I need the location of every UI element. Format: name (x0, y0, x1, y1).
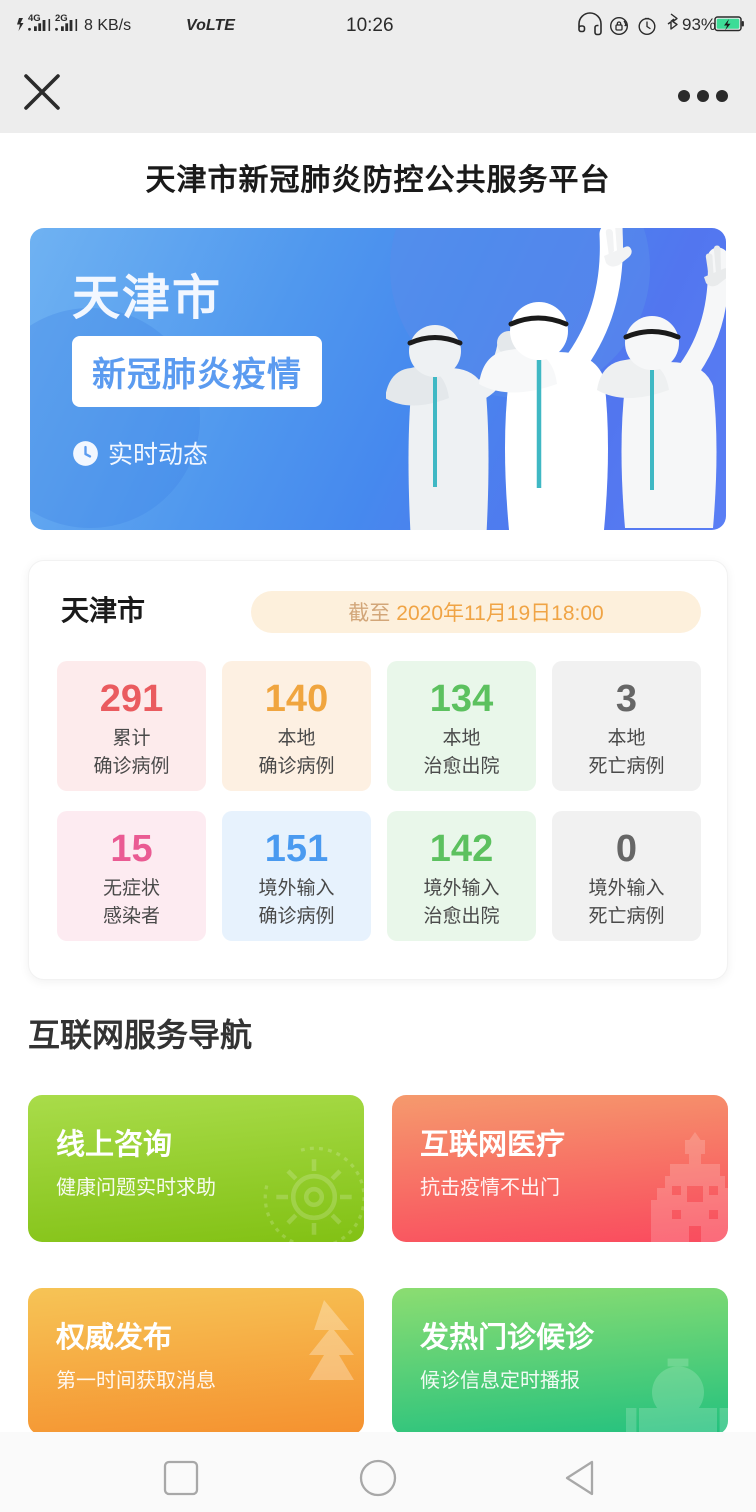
svg-text:2G: 2G (55, 13, 68, 24)
svg-text:8 KB/s: 8 KB/s (84, 17, 131, 34)
svg-text:10:26: 10:26 (346, 15, 394, 36)
svg-text:VoLTE: VoLTE (186, 17, 236, 34)
svg-text:4G: 4G (28, 13, 41, 24)
svg-text:93%: 93% (682, 15, 716, 34)
